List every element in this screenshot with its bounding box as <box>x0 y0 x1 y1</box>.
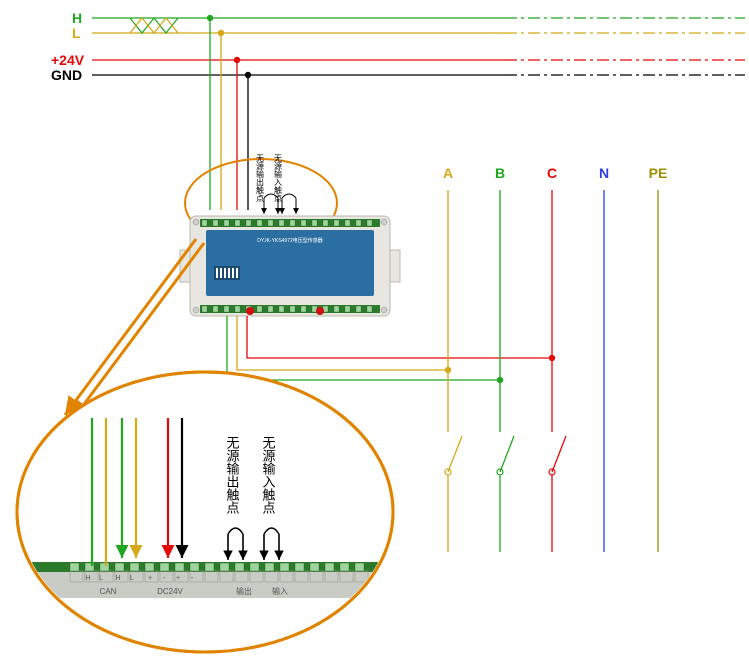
zoom-strip <box>20 568 380 598</box>
zoom-group-1: DC24V <box>157 587 183 596</box>
rail-label-L: L <box>72 25 81 41</box>
module-btn-1 <box>246 307 254 315</box>
rail-label-V24: +24V <box>51 52 85 68</box>
out-wire-C <box>247 316 552 358</box>
zoom-pin-1: L <box>99 575 103 582</box>
zoom-group-3: 输入 <box>272 586 288 596</box>
phase-label-PE: PE <box>649 165 668 181</box>
switch-blade-C <box>552 436 566 472</box>
zigzag-l <box>130 18 178 33</box>
phase-label-C: C <box>547 165 557 181</box>
zigzag-h <box>130 18 178 33</box>
phase-label-B: B <box>495 165 505 181</box>
zoom-group-2: 输出 <box>236 586 252 596</box>
phase-label-N: N <box>599 165 609 181</box>
phase-label-A: A <box>443 165 453 181</box>
module-btn-2 <box>316 307 324 315</box>
zoom-group-0: CAN <box>100 587 117 596</box>
zoom-pin-0: H <box>85 575 90 582</box>
zoom-vlabel-out: 无源输出触点 <box>225 436 240 514</box>
zoom-pin-4: + <box>148 575 152 582</box>
switch-blade-B <box>500 436 514 472</box>
small-label-out: 无源输出触点 <box>256 154 265 203</box>
callout-ellipse-big <box>17 372 393 652</box>
zoom-pin-3: L <box>130 575 134 582</box>
switch-blade-A <box>448 436 462 472</box>
zoom-vlabel-in: 无源输入触点 <box>261 436 276 514</box>
module-title: DYJK-YKS4972电压型传感器 <box>257 237 323 244</box>
zoom-pin-2: H <box>115 575 120 582</box>
rail-label-GND: GND <box>51 67 82 83</box>
rail-label-H: H <box>72 10 82 26</box>
small-arrow-arc-1 <box>282 194 296 198</box>
module-ear-r <box>390 250 400 282</box>
zoom-pin-6: + <box>176 575 180 582</box>
out-wire-A <box>237 316 448 370</box>
